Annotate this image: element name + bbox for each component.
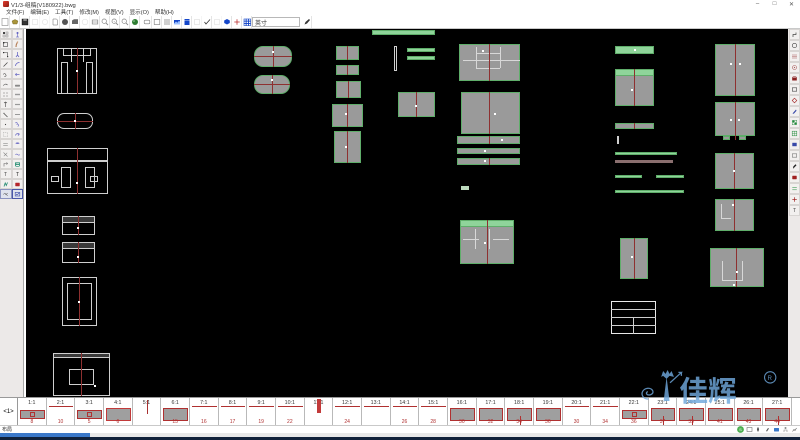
svg-text:T: T xyxy=(4,172,7,178)
svg-text:T: T xyxy=(16,172,19,178)
svg-text:R: R xyxy=(767,375,772,382)
svg-text:+: + xyxy=(113,19,115,23)
svg-text:S: S xyxy=(739,427,742,432)
svg-text:佳辉: 佳辉 xyxy=(679,369,736,408)
svg-text:T: T xyxy=(792,208,795,214)
svg-text:-: - xyxy=(123,19,124,23)
